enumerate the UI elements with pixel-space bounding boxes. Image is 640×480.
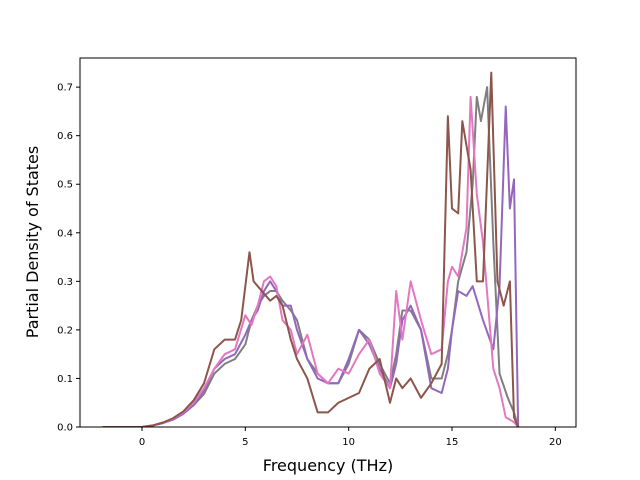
y-tick-label: 0.5 xyxy=(57,180,73,191)
y-axis-label: Partial Density of States xyxy=(23,146,42,338)
x-axis-ticks: 0 5 10 15 20 xyxy=(139,427,562,448)
y-axis-ticks: 0.0 0.1 0.2 0.3 0.4 0.5 0.6 0.7 xyxy=(57,83,80,434)
y-tick-label: 0.6 xyxy=(57,131,73,142)
y-tick-label: 0.0 xyxy=(57,423,73,434)
y-tick-label: 0.2 xyxy=(57,325,73,336)
x-tick-label: 10 xyxy=(342,437,355,448)
y-tick-label: 0.3 xyxy=(57,277,73,288)
x-tick-label: 20 xyxy=(549,437,562,448)
plot-frame xyxy=(79,57,577,428)
x-tick-label: 0 xyxy=(139,437,145,448)
x-tick-label: 15 xyxy=(446,437,459,448)
x-axis-label: Frequency (THz) xyxy=(263,456,393,475)
y-tick-label: 0.1 xyxy=(57,374,73,385)
series-line-3 xyxy=(102,95,519,427)
series-line-4 xyxy=(102,71,520,427)
y-tick-label: 0.7 xyxy=(57,83,73,94)
x-tick-label: 5 xyxy=(242,437,248,448)
y-tick-label: 0.4 xyxy=(57,228,73,239)
series-layer xyxy=(102,71,520,427)
